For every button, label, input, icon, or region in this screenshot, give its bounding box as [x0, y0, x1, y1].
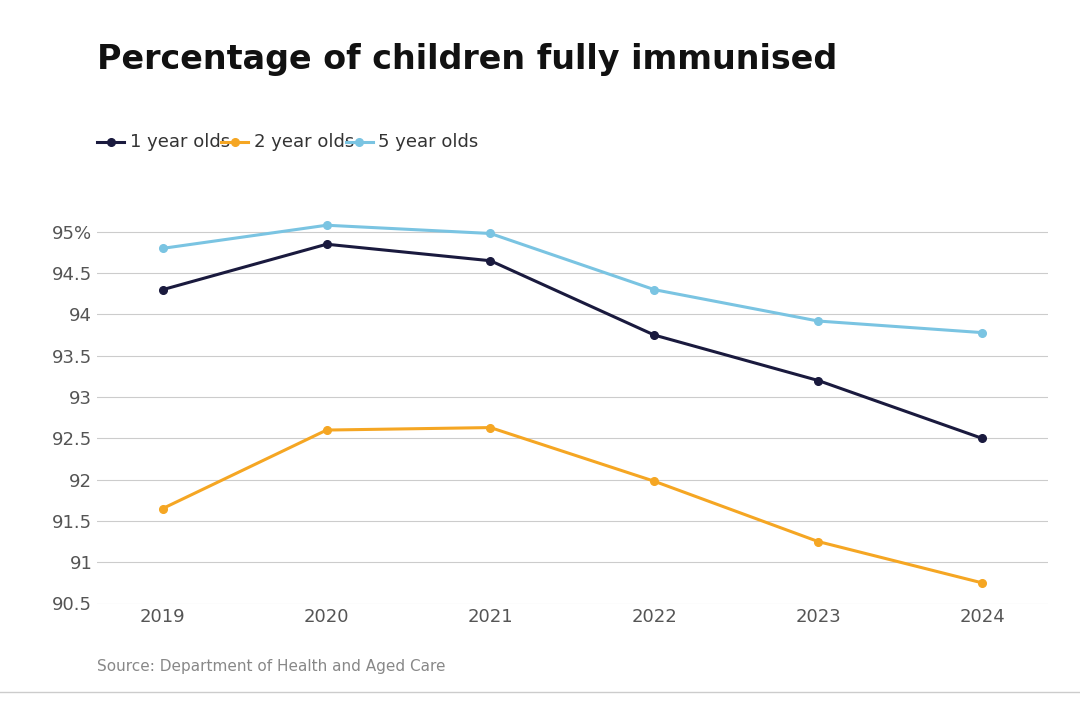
- Line: 5 year olds: 5 year olds: [159, 222, 986, 337]
- 2 year olds: [320, 426, 333, 435]
- 5 year olds: [320, 221, 333, 229]
- 2 year olds: [157, 504, 170, 513]
- Line: 2 year olds: 2 year olds: [159, 424, 986, 586]
- Text: Source: Department of Health and Aged Care: Source: Department of Health and Aged Ca…: [97, 660, 446, 674]
- 5 year olds: [812, 317, 825, 325]
- 1 year olds: [320, 240, 333, 248]
- 2 year olds: [812, 537, 825, 546]
- 5 year olds: [648, 285, 661, 294]
- 2 year olds: [484, 423, 497, 432]
- 1 year olds: [157, 285, 170, 294]
- 2 year olds: [648, 477, 661, 486]
- Text: 5 year olds: 5 year olds: [378, 133, 478, 151]
- 1 year olds: [484, 256, 497, 265]
- Text: 1 year olds: 1 year olds: [130, 133, 230, 151]
- 2 year olds: [975, 579, 988, 587]
- Text: 2 year olds: 2 year olds: [254, 133, 354, 151]
- Line: 1 year olds: 1 year olds: [159, 241, 986, 442]
- 5 year olds: [157, 244, 170, 253]
- 5 year olds: [484, 229, 497, 238]
- 1 year olds: [975, 434, 988, 442]
- 1 year olds: [648, 331, 661, 339]
- 5 year olds: [975, 328, 988, 337]
- Text: Percentage of children fully immunised: Percentage of children fully immunised: [97, 43, 837, 75]
- 1 year olds: [812, 376, 825, 385]
